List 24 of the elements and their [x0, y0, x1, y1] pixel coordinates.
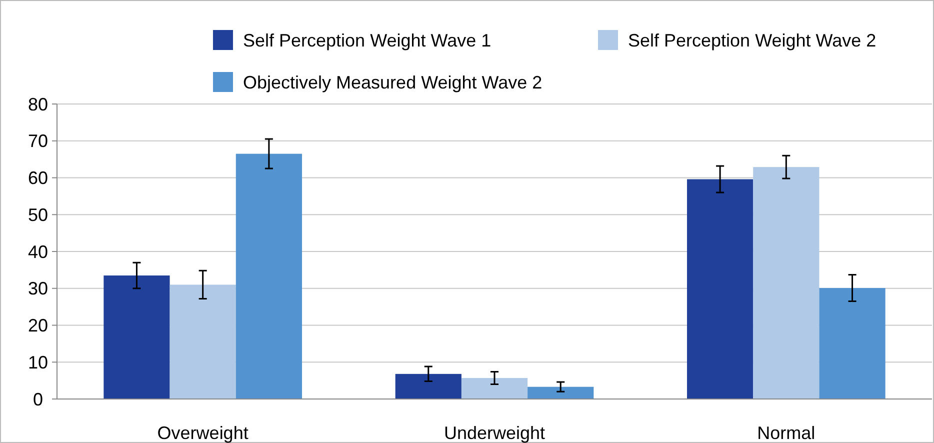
bar — [687, 179, 754, 399]
bar — [104, 275, 170, 399]
bar — [236, 154, 302, 399]
y-tick-label: 50 — [28, 204, 48, 225]
bar — [461, 378, 528, 399]
legend-label: Self Perception Weight Wave 2 — [628, 30, 876, 50]
y-tick-label: 0 — [32, 389, 44, 410]
bar — [170, 284, 236, 399]
y-tick-label: 70 — [28, 131, 48, 152]
y-tick-label: 60 — [28, 168, 48, 188]
y-tick-label: 30 — [28, 278, 48, 299]
legend-label: Objectively Measured Weight Wave 2 — [243, 72, 542, 92]
legend-label: Self Perception Weight Wave 1 — [243, 30, 492, 50]
y-tick-label: 10 — [28, 352, 48, 372]
bar — [528, 386, 594, 399]
bar — [753, 167, 820, 399]
bar — [395, 374, 462, 399]
y-tick-label: 80 — [28, 94, 48, 114]
y-tick-label: 20 — [28, 316, 48, 336]
y-tick-label: 40 — [28, 242, 48, 262]
x-tick-label: Normal — [757, 423, 816, 443]
x-tick-label: Underweight — [444, 423, 546, 443]
x-tick-label: Overweight — [157, 423, 248, 443]
bar — [819, 288, 886, 399]
